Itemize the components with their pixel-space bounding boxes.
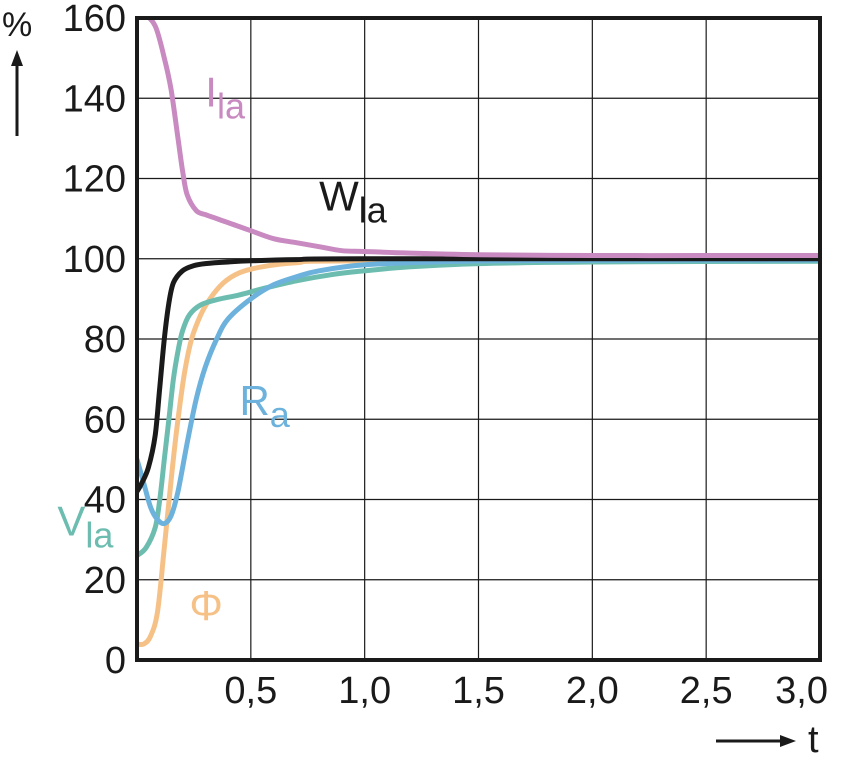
y-tick-label: 20 bbox=[84, 560, 126, 602]
y-tick-label: 40 bbox=[84, 480, 126, 522]
x-tick-label: 0,5 bbox=[224, 670, 277, 712]
x-tick-labels: 0,5 1,0 1,5 2,0 2,5 3,0 bbox=[224, 670, 828, 712]
series-label-phi: Φ bbox=[189, 582, 223, 629]
x-tick-label: 2,5 bbox=[680, 670, 733, 712]
series-label-i: Ila bbox=[205, 68, 246, 126]
y-tick-labels: 0 20 40 60 80 100 120 140 160 bbox=[63, 0, 126, 682]
series-label-v: Vla bbox=[57, 498, 114, 556]
y-axis-label: % bbox=[2, 6, 32, 44]
x-tick-label: 3,0 bbox=[775, 670, 828, 712]
x-tick-label: 1,5 bbox=[452, 670, 505, 712]
series-label-r: Ra bbox=[239, 377, 290, 435]
y-tick-label: 80 bbox=[84, 319, 126, 361]
series-line-w bbox=[137, 256, 820, 494]
x-axis-arrow bbox=[716, 735, 796, 747]
x-tick-label: 1,0 bbox=[338, 670, 391, 712]
y-tick-label: 140 bbox=[63, 78, 126, 120]
y-tick-label: 160 bbox=[63, 0, 126, 40]
series-line-i bbox=[145, 18, 820, 259]
series-lines bbox=[137, 18, 820, 648]
y-tick-label: 0 bbox=[105, 640, 126, 682]
y-tick-label: 100 bbox=[63, 239, 126, 281]
series-line-v bbox=[137, 258, 820, 559]
x-axis-label: t bbox=[808, 719, 819, 761]
series-labels: Ila Wla Ra Vla Φ bbox=[57, 68, 387, 629]
series-label-w: Wla bbox=[319, 173, 388, 231]
y-tick-label: 120 bbox=[63, 159, 126, 201]
y-axis-arrow bbox=[11, 50, 23, 136]
y-tick-label: 60 bbox=[84, 399, 126, 441]
plot-frame bbox=[135, 16, 822, 662]
x-tick-label: 2,0 bbox=[566, 670, 619, 712]
